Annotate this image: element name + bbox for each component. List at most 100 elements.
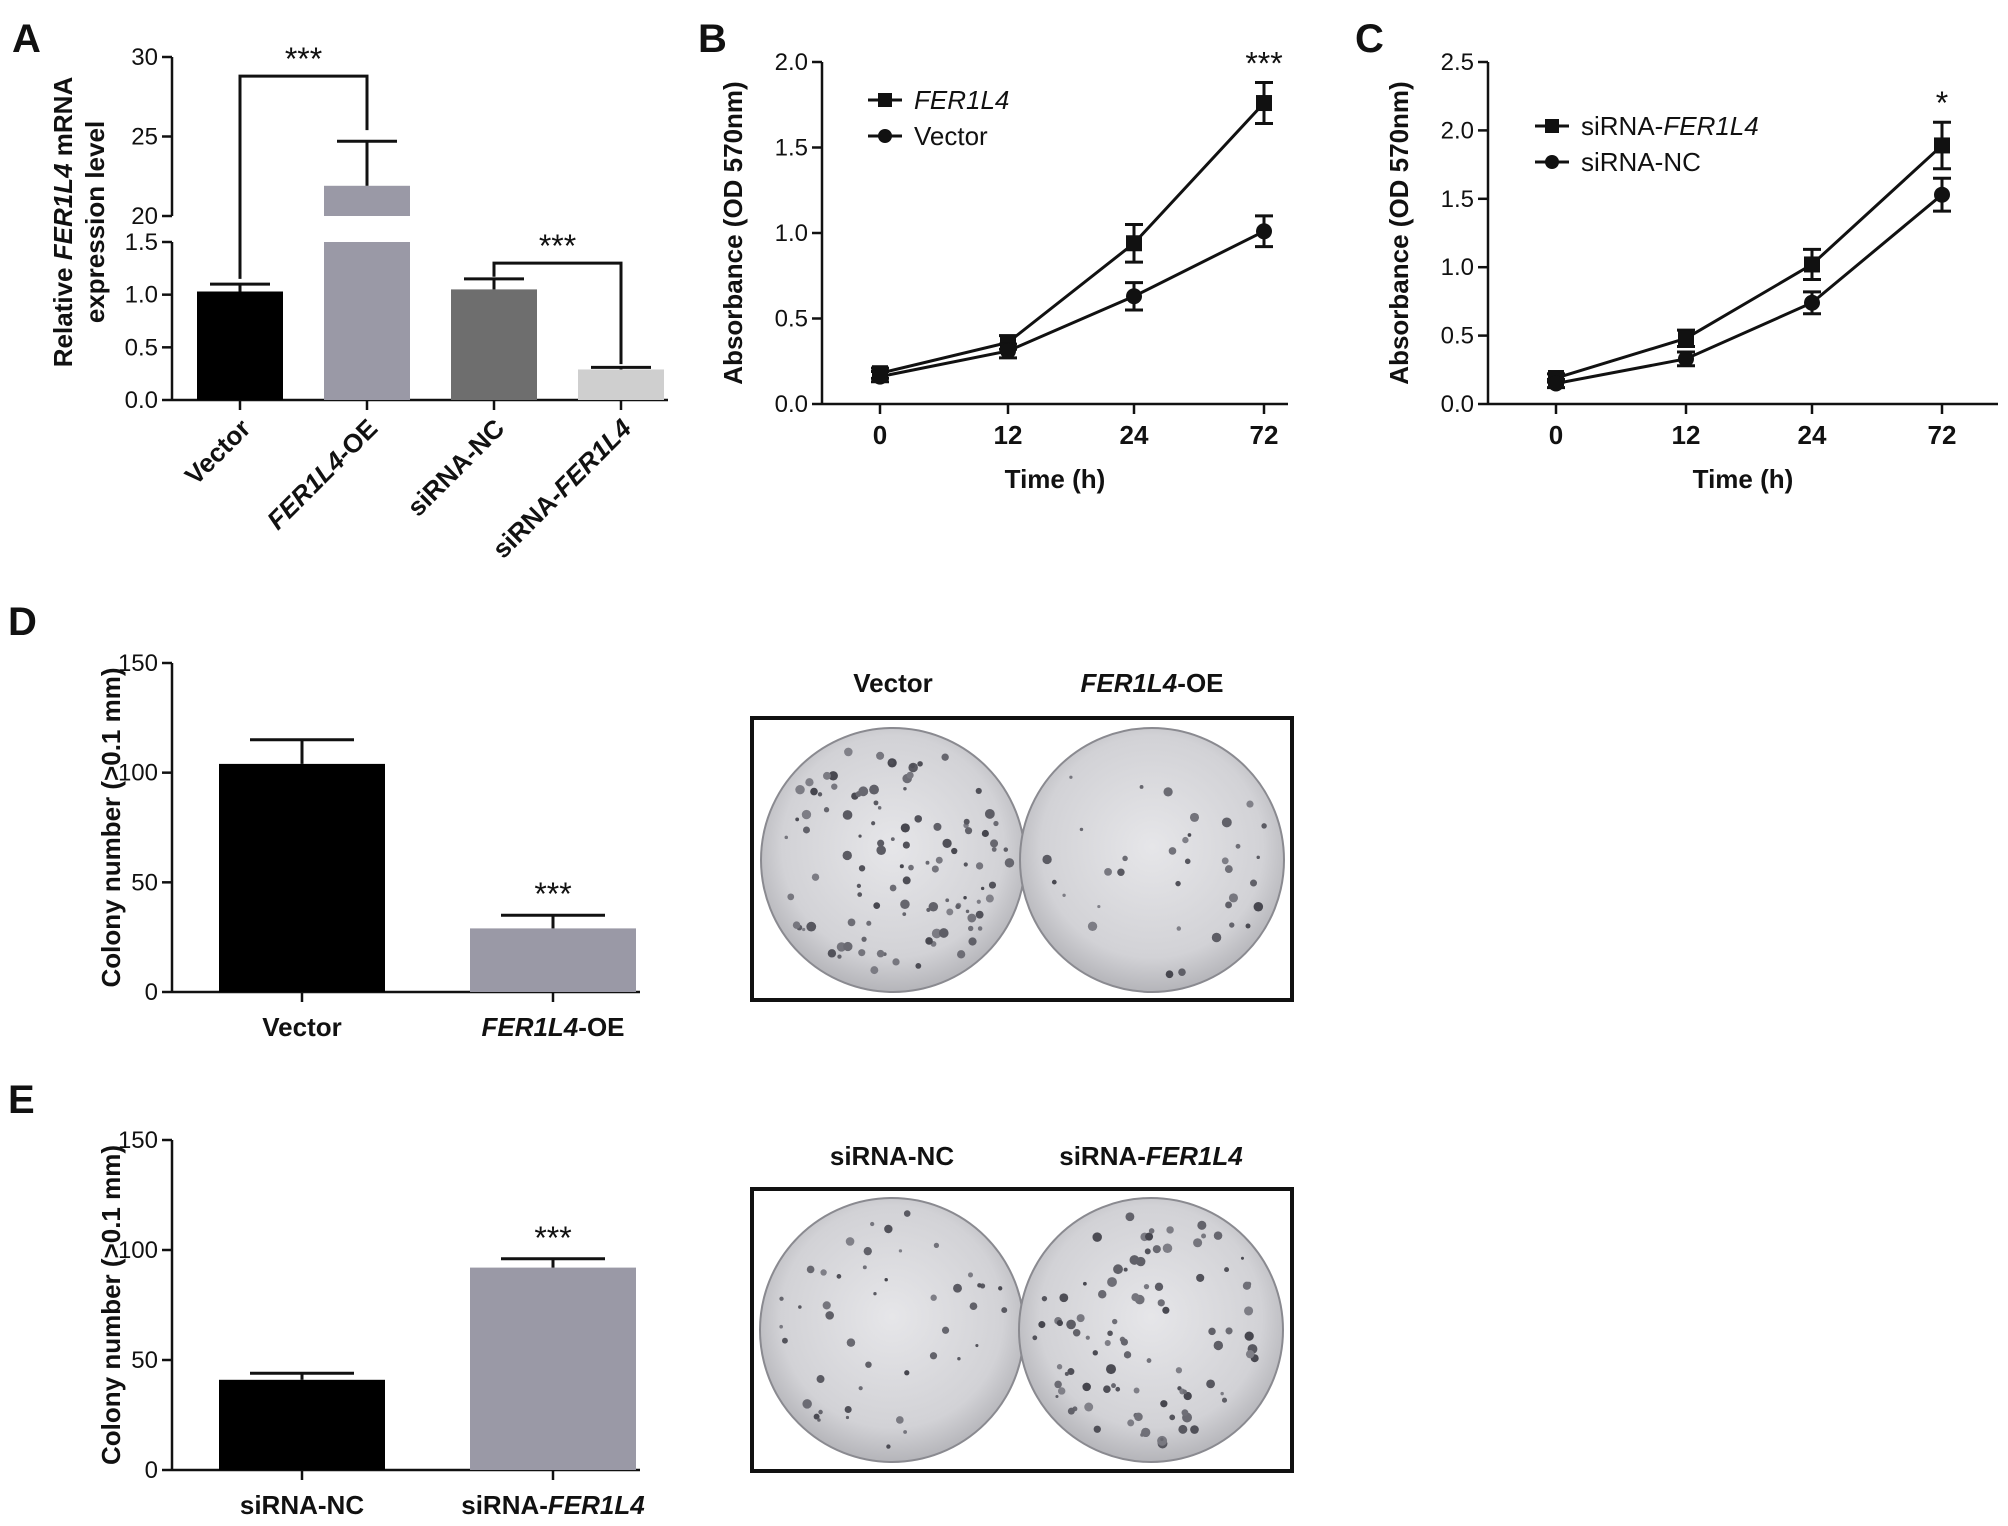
x-axis-label: Time (h): [1693, 464, 1794, 494]
bar-2: [451, 289, 537, 400]
bar-0: [219, 763, 385, 992]
chart-c-absorbance: 0.0 0.5 1.0 1.5 2.0 2.5 0 12 24 72 Time (h) Absorba…: [1384, 49, 1998, 494]
colony-dot: [1193, 1238, 1203, 1248]
y-tick-label: 0.0: [125, 387, 158, 414]
legend-entry-0-part-0: siRNA-: [1581, 111, 1663, 141]
x-category-label-3-part-0: siRNA-: [486, 481, 568, 563]
colony-dot: [1069, 775, 1073, 779]
colony-dot: [1041, 1295, 1048, 1302]
colony-dot: [802, 1399, 812, 1409]
colony-dot: [870, 1221, 875, 1227]
y-axis-label: Colony number (>0.1 mm): [96, 668, 126, 988]
y-tick-label: 2.5: [1441, 49, 1474, 76]
colony-dot: [1221, 817, 1232, 828]
colony-dot: [1166, 1226, 1174, 1234]
colony-dot: [902, 841, 910, 849]
colony-dot: [968, 937, 977, 946]
colony-dot: [813, 1413, 820, 1420]
y-tick-label: 50: [131, 869, 158, 896]
colony-dot: [925, 860, 930, 865]
colony-dot: [847, 918, 856, 927]
colony-dot: [876, 845, 886, 855]
legend-marker-circle: [878, 129, 892, 143]
panel-label-d: D: [8, 600, 37, 644]
colony-dot: [967, 913, 977, 923]
significance-label-1: ***: [285, 41, 322, 77]
y-tick-label: 1.5: [125, 229, 158, 256]
y-tick-label: 150: [118, 1127, 158, 1154]
y-tick-label: 1.0: [1441, 254, 1474, 281]
y-tick-label: 100: [118, 760, 158, 787]
x-category-label-0-part-0: siRNA-NC: [240, 1490, 364, 1520]
significance-bracket-1: [238, 74, 369, 279]
colony-dot: [1201, 1233, 1207, 1239]
colony-dot: [945, 898, 950, 903]
colony-dot: [1072, 1328, 1081, 1337]
legend-entry-1: siRNA-NC: [1581, 147, 1701, 177]
colony-dot: [985, 894, 994, 903]
colony-dot: [886, 1444, 891, 1449]
legend-entry-1: Vector: [914, 121, 988, 151]
colony-dot: [1250, 879, 1258, 887]
culture-plate-0: [759, 1197, 1025, 1463]
colony-dot: [988, 881, 997, 889]
colony-dot: [1169, 1414, 1176, 1421]
colony-dot: [890, 837, 895, 842]
x-tick-label: 0: [873, 420, 887, 450]
x-category-label-0: Vector: [179, 413, 256, 490]
y-tick-label: 30: [131, 44, 158, 71]
y-axis-label: Relative FER1L4 mRNA: [48, 77, 78, 368]
plate-label-1: FER1L4-OE: [1080, 668, 1223, 698]
colony-dot: [975, 787, 982, 795]
colony-dot: [935, 856, 943, 864]
colony-dot: [1098, 1290, 1107, 1299]
colony-dot: [779, 1324, 783, 1329]
colony-dot: [990, 839, 999, 848]
colony-dot: [820, 1269, 827, 1276]
series-line-0: [1555, 144, 1944, 380]
x-tick-label: 72: [1250, 420, 1279, 450]
significance-annotation: ***: [1245, 46, 1282, 82]
colony-dot: [811, 873, 820, 881]
marker-square: [1256, 95, 1272, 112]
colony-dot: [908, 864, 914, 871]
colony-dot: [1127, 1419, 1135, 1427]
colony-dot: [818, 1409, 823, 1415]
legend-marker-square: [1545, 119, 1559, 133]
colony-dot: [900, 823, 910, 833]
colony-dot: [998, 1286, 1003, 1291]
y-axis-label: Absorbance (OD 570nm): [1384, 81, 1414, 384]
y-tick-label: 0.5: [1441, 323, 1474, 350]
colony-dot: [1055, 1394, 1059, 1399]
panel-label-a: A: [12, 17, 41, 61]
legend-entry-0: siRNA-FER1L4: [1581, 111, 1759, 141]
y-axis-label: Absorbance (OD 570nm): [718, 81, 748, 384]
colony-dot: [1175, 1367, 1183, 1374]
series-line-0: [879, 102, 1266, 375]
colony-dot: [1229, 922, 1235, 928]
y-tick-label: 1.0: [775, 220, 808, 247]
colony-dot: [1115, 1386, 1121, 1392]
colony-dot: [1213, 1340, 1224, 1351]
colony-dot: [1187, 833, 1192, 837]
colony-dot: [784, 835, 789, 840]
colony-dot: [957, 950, 966, 959]
colony-dot: [1190, 1425, 1199, 1434]
colony-dot: [856, 883, 862, 889]
colony-dot: [873, 902, 881, 910]
colony-dot: [951, 847, 958, 855]
colony-dot: [873, 1292, 877, 1296]
colony-dot: [858, 786, 869, 797]
colony-dot: [967, 1272, 974, 1278]
colony-plates-d: Vector FER1L4-OE: [750, 668, 1294, 1002]
colony-dot: [1144, 1248, 1151, 1255]
colony-dot: [955, 904, 961, 910]
colony-dot: [822, 771, 831, 780]
y-tick-label: 1.5: [1441, 186, 1474, 213]
y-tick-label: 0.5: [775, 306, 808, 333]
x-tick-label: 72: [1928, 420, 1957, 450]
colony-dot: [1182, 1389, 1187, 1395]
colony-dot: [1220, 1391, 1224, 1396]
x-tick-label: 0: [1549, 420, 1563, 450]
bar-0: [197, 291, 283, 400]
